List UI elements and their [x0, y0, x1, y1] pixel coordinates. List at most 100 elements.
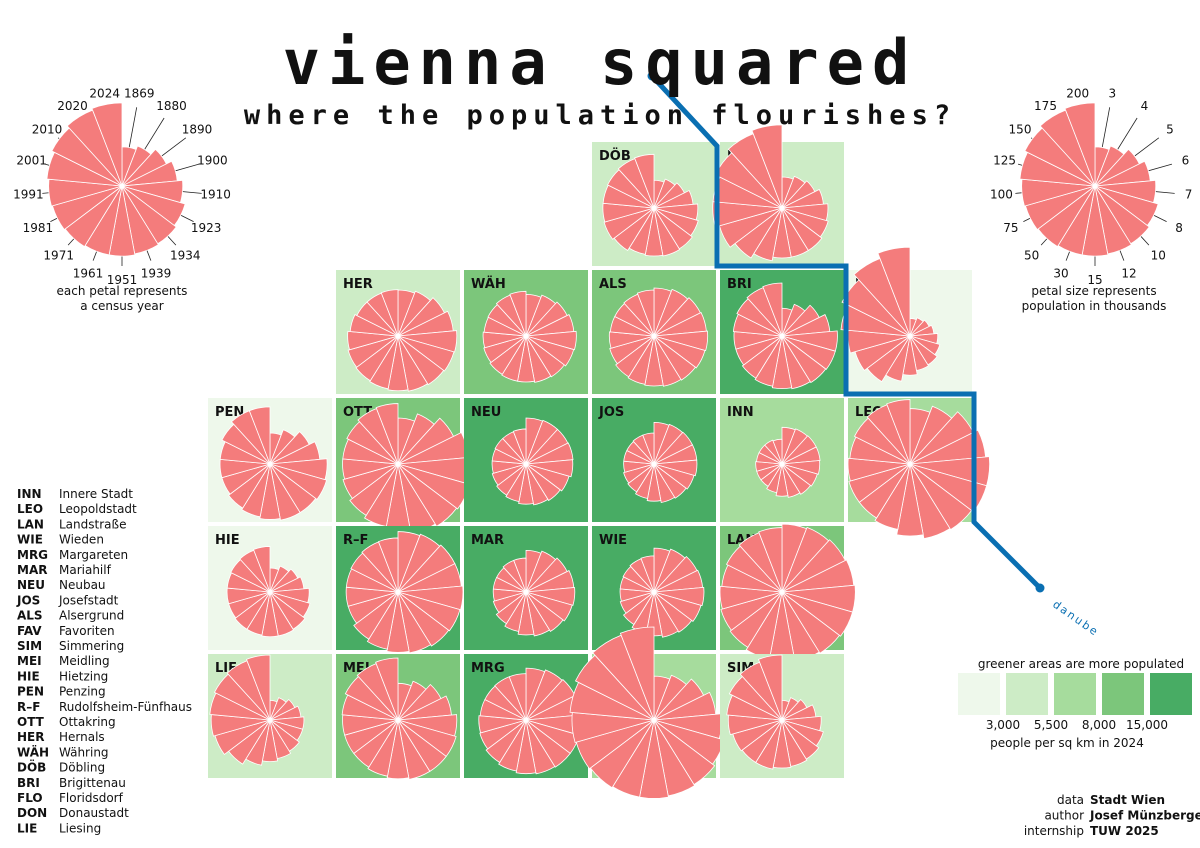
petal-LEO-1951 [896, 463, 924, 537]
legend-district-code: LIE [17, 821, 37, 835]
district-tile: OTT [336, 398, 475, 534]
legend-district-name: Penzing [59, 685, 106, 699]
key-years-caption-line1: each petal represents [57, 284, 188, 298]
chart-subtitle: where the population flourishes? [244, 100, 956, 131]
petal-INN-2024 [772, 438, 783, 465]
legend-district-name: Wieden [59, 533, 104, 547]
density-legend-caption: people per sq km in 2024 [990, 736, 1144, 750]
petal-WIE-1923 [653, 591, 702, 622]
key-size-label: 6 [1182, 153, 1190, 167]
district-rose [608, 287, 709, 387]
petal-HER-1991 [347, 330, 399, 351]
petal-PEN-1961 [241, 463, 271, 518]
legend-district-name: Simmering [59, 639, 124, 653]
petal-MRG-1991 [478, 715, 527, 734]
petal-MRG-1934 [525, 719, 571, 768]
petal-MEI-1951 [386, 719, 410, 780]
district-tile: R–F [336, 526, 464, 654]
petal-LEO-1961 [874, 463, 911, 530]
legend-district-code: INN [17, 487, 42, 501]
petal-NEU-1971 [496, 463, 527, 496]
district-rose [847, 399, 991, 540]
legend-district-code: OTT [17, 715, 45, 729]
petal-INN-1910 [781, 460, 821, 475]
district-tile: MRG [464, 654, 588, 778]
petal-HER-1961 [369, 335, 399, 390]
petal-INN-1951 [775, 463, 789, 497]
legend-district-name: Alsergrund [59, 609, 124, 623]
petal-INN-1923 [781, 463, 818, 487]
key-size-caption-line1: petal size represents [1031, 284, 1156, 298]
petal-MAR-1910 [525, 587, 576, 606]
district-rose [482, 290, 577, 383]
density-swatch [958, 673, 1000, 715]
legend-district-name: Margareten [59, 548, 128, 562]
district-code-label: R–F [343, 533, 368, 548]
petal-NEU-1939 [525, 463, 549, 506]
petal-LAN-1923 [781, 591, 854, 637]
petal-WIE-1934 [653, 591, 693, 633]
legend-district-code: MEI [17, 654, 42, 668]
petal-NEU-1934 [525, 463, 561, 502]
petal-JOS-1923 [653, 463, 695, 490]
petal-MEI-2024 [375, 657, 399, 721]
legend-district-name: Neubau [59, 578, 106, 592]
legend-district-name: Liesing [59, 821, 101, 835]
district-rose [732, 282, 838, 390]
district-rose [342, 403, 475, 534]
petal-JOS-1951 [646, 463, 662, 502]
district-tile: FAV [569, 626, 726, 799]
petal-HER-2024 [380, 289, 399, 337]
density-threshold-label: 8,000 [1082, 718, 1116, 732]
key-years-label: 1971 [43, 249, 74, 263]
petal-MRG-1939 [525, 719, 556, 775]
petal-WÄH-1934 [525, 335, 565, 378]
chart-title: vienna squared [283, 26, 918, 99]
petal-ALS-2024 [636, 289, 655, 337]
district-code-label: INN [727, 405, 754, 420]
key-years-label: 2024 [89, 87, 120, 101]
petal-NEU-1900 [525, 442, 574, 465]
key-years-petal [91, 102, 123, 187]
petal-WÄH-1971 [489, 335, 527, 375]
petal-DON-2024 [877, 246, 911, 337]
district-tile: WIE [592, 526, 716, 650]
petal-HER-1981 [347, 335, 399, 368]
district-rose [491, 417, 574, 506]
legend-district-code: WÄH [17, 744, 49, 759]
key-years-label: 1869 [124, 87, 155, 101]
petal-MAR-1923 [525, 591, 573, 622]
legend-district-code: JOS [16, 593, 40, 607]
petal-R–F-1951 [386, 591, 410, 653]
legend-district-code: LEO [17, 502, 43, 516]
legend-district-name: Favoriten [59, 624, 115, 638]
district-tile: DÖB [592, 142, 716, 266]
district-rose [623, 422, 698, 504]
key-years-label: 1991 [13, 188, 44, 202]
legend-district-code: HER [17, 730, 44, 744]
petal-WIE-2024 [640, 555, 655, 593]
key-years-label: 1890 [182, 122, 213, 136]
petal-NEU-1923 [525, 463, 570, 492]
key-years-caption-line2: a census year [80, 299, 164, 313]
petal-LAN-1971 [729, 591, 783, 648]
district-code-label: HIE [215, 533, 240, 548]
petal-MAR-2024 [513, 557, 527, 593]
district-tile: NEU [464, 398, 588, 522]
key-size-label: 125 [993, 153, 1016, 167]
legend-district-name: Innere Stadt [59, 487, 133, 501]
key-years-label: 1951 [107, 273, 138, 287]
district-tile: PEN [208, 398, 332, 522]
density-legend-title: greener areas are more populated [978, 657, 1184, 671]
key-size-petal [1064, 102, 1096, 187]
petal-ALS-1934 [653, 335, 696, 381]
petal-WÄH-1910 [525, 330, 577, 351]
key-size-label: 100 [990, 188, 1013, 202]
district-rose [619, 547, 705, 638]
district-code-label: NEU [471, 405, 501, 420]
district-rose [341, 657, 458, 780]
petal-R–F-1923 [397, 591, 461, 632]
petal-WÄH-1961 [501, 335, 527, 382]
petal-WIE-1939 [653, 591, 679, 638]
district-code-label: ALS [599, 277, 627, 292]
